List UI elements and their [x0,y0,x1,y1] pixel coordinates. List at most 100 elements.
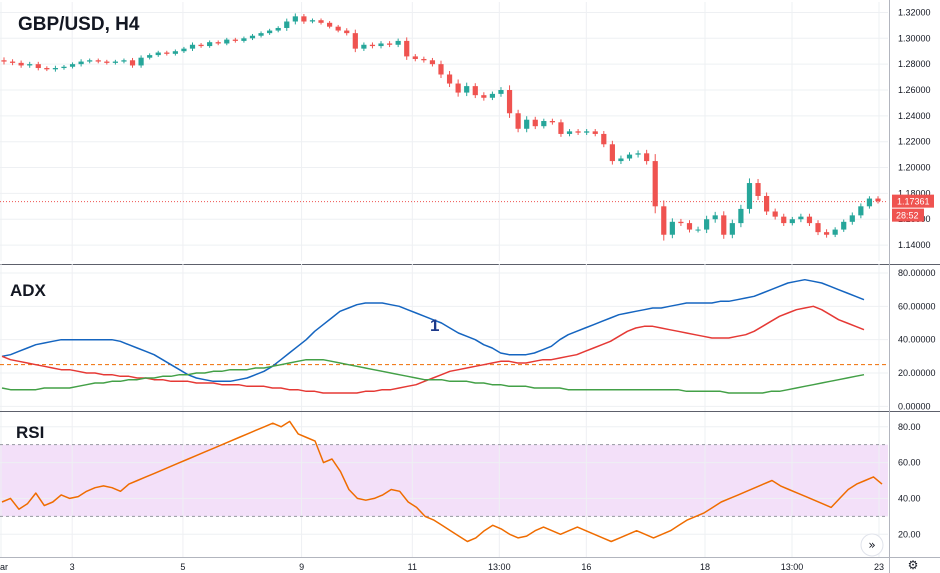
candle-body [121,60,127,62]
countdown-tag-bg [892,208,924,222]
rsi-pane[interactable]: 80.00 60.00 40.00 20.00 RSI [0,412,921,557]
candle [284,18,290,31]
candle-body [344,30,350,34]
candle [661,200,667,241]
time-tick-label: 13:00 [488,562,511,572]
candle [858,203,864,219]
candle [481,92,487,101]
candle-body [455,83,461,93]
candle [421,56,427,63]
candle [704,215,710,234]
candle-body [678,221,684,224]
candle-body [498,90,504,94]
candle [9,59,16,66]
price-pane[interactable]: 1.32000 1.30000 1.28000 1.26000 1.24000 1.220… [0,2,934,261]
candle [738,204,744,228]
candle-body [644,153,650,162]
candle-body [755,183,761,196]
candle [506,85,513,118]
candle-body [686,223,693,230]
time-tick-label: 11 [408,562,417,572]
candle [601,131,607,148]
candle [772,208,778,220]
price-tick-label: 1.14000 [898,240,931,250]
candle [361,42,367,51]
candle-body [215,42,221,44]
adx-pane[interactable]: 80.0000060.0000040.0000020.000000.00000 … [0,264,936,411]
candle [866,196,873,209]
candle-body [781,216,787,224]
candle-body [421,58,427,61]
adx-grid [0,264,888,411]
candle [592,129,598,137]
candle [404,37,410,60]
candle-body [506,90,513,114]
candle [335,24,341,33]
time-tick-label: 13:00 [781,562,804,572]
scroll-right-bg[interactable] [860,533,884,557]
candle [721,211,727,239]
candle-body [806,216,813,224]
candle-body [241,38,247,41]
candle-body [729,223,735,235]
candle [258,31,264,38]
candle [395,38,401,48]
candle-body [609,144,615,162]
gear-icon[interactable]: ⚙ [908,558,919,572]
candle-body [558,122,564,134]
candle-body [52,68,59,70]
candle [352,29,358,53]
candle-body [618,158,624,162]
candle-body [318,20,324,23]
time-tick-label: 16 [581,562,591,572]
time-axis[interactable]: ar 3 5 9 11 13:00 16 18 13:00 23 [0,562,884,572]
candle-body [138,57,144,66]
candle [609,140,615,165]
candle-body [129,60,136,66]
adx-tick-label: 80.00000 [898,268,936,278]
candle [455,79,461,97]
candle-body [18,62,24,66]
rsi-tick-label: 60.00 [898,458,921,468]
candle [549,118,555,125]
scroll-right-icon[interactable]: » [868,538,875,552]
time-tick-label: 9 [299,562,304,572]
candle [78,59,84,67]
candle [489,91,496,101]
time-tick-label: 23 [874,562,884,572]
candle-body [395,40,401,45]
candle-body [575,131,581,133]
candle-body [704,219,710,230]
candle-body [78,61,84,65]
candle [44,66,50,72]
candle-body [481,95,487,98]
adx-tick-label: 20.00000 [898,368,936,378]
price-tick-label: 1.30000 [898,33,931,43]
price-tick-label: 1.22000 [898,137,931,147]
candle [841,219,847,232]
candle-body [155,52,161,56]
candle-body [566,131,573,134]
candle [635,150,641,158]
price-pane-title: GBP/USD, H4 [18,14,140,35]
candle-body [361,44,367,49]
scroll-right-button[interactable]: » [860,533,884,557]
rsi-axis[interactable]: 80.00 60.00 40.00 20.00 [898,422,921,540]
candle [87,58,93,64]
candle [584,129,590,135]
candle [669,218,675,239]
candle-body [464,86,470,93]
candle [241,36,247,43]
candle-body [652,161,658,207]
adx-axis[interactable]: 80.00000 60.00000 40.00000 20.00000 0.00000 [898,268,936,411]
candle-body [301,16,307,22]
candle-body [669,221,675,235]
candle-body [164,52,170,54]
candle [181,46,187,53]
candle [832,227,838,238]
candle [755,178,761,201]
candle [386,41,393,48]
candle [781,213,787,227]
adx-series-line-0 [1,278,865,383]
